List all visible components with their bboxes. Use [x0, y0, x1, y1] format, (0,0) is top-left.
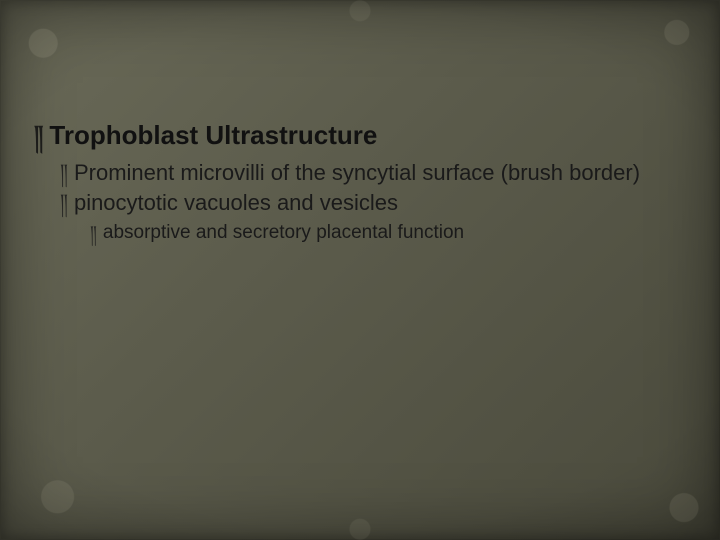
swirl-bullet-icon: ༎ [60, 163, 68, 183]
slide: ༎ Trophoblast Ultrastructure ༎ Prominent… [0, 0, 720, 540]
slide-content: ༎ Trophoblast Ultrastructure ༎ Prominent… [34, 120, 680, 245]
sub-sub-item: ༎ absorptive and secretory placental fun… [90, 221, 680, 245]
heading-text: Trophoblast Ultrastructure [49, 120, 377, 151]
swirl-bullet-icon: ༎ [90, 224, 97, 241]
heading-row: ༎ Trophoblast Ultrastructure [34, 120, 680, 151]
sub-item-text: pinocytotic vacuoles and vesicles [74, 189, 680, 217]
sub-item-text: Prominent microvilli of the syncytial su… [74, 159, 680, 187]
sub-item: ༎ pinocytotic vacuoles and vesicles [60, 189, 680, 217]
swirl-bullet-icon: ༎ [34, 124, 43, 147]
sub-sub-item-text: absorptive and secretory placental funct… [103, 221, 464, 245]
sub-item: ༎ Prominent microvilli of the syncytial … [60, 159, 680, 187]
swirl-bullet-icon: ༎ [60, 193, 68, 213]
